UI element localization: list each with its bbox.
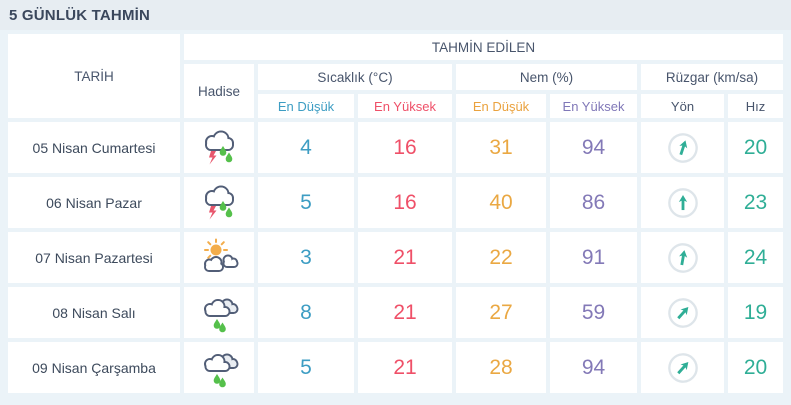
temp-max-value: 16: [358, 177, 452, 228]
condition-cell: [184, 342, 254, 393]
header-temperature: Sıcaklık (°C): [258, 64, 452, 90]
temp-min-value: 8: [258, 287, 354, 338]
date-cell: 07 Nisan Pazartesi: [8, 232, 180, 283]
wind-speed-value: 24: [728, 232, 783, 283]
partly-cloudy-icon: [196, 238, 242, 278]
date-cell: 08 Nisan Salı: [8, 287, 180, 338]
temp-max-value: 21: [358, 342, 452, 393]
hum-max-value: 59: [550, 287, 637, 338]
hum-min-value: 31: [456, 122, 546, 173]
condition-cell: [184, 287, 254, 338]
wind-dir-cell: [641, 177, 724, 228]
title-bar: 5 GÜNLÜK TAHMİN: [0, 0, 791, 30]
wind-speed-value: 23: [728, 177, 783, 228]
hum-min-value: 27: [456, 287, 546, 338]
wind-dir-cell: [641, 287, 724, 338]
wind-dir-cell: [641, 342, 724, 393]
page-title: 5 GÜNLÜK TAHMİN: [9, 6, 151, 24]
date-cell: 09 Nisan Çarşamba: [8, 342, 180, 393]
condition-cell: [184, 177, 254, 228]
hum-min-value: 28: [456, 342, 546, 393]
header-wind-dir: Yön: [641, 94, 724, 118]
header-humidity: Nem (%): [456, 64, 637, 90]
wind-speed-value: 20: [728, 122, 783, 173]
wind-direction-icon: [660, 345, 705, 390]
wind-dir-cell: [641, 232, 724, 283]
wind-direction-icon: [664, 239, 701, 276]
hum-max-value: 86: [550, 177, 637, 228]
wind-speed-value: 19: [728, 287, 783, 338]
temp-min-value: 5: [258, 177, 354, 228]
header-predicted: TAHMİN EDİLEN: [184, 34, 783, 60]
hum-max-value: 94: [550, 342, 637, 393]
wind-dir-cell: [641, 122, 724, 173]
header-hum-min: En Düşük: [456, 94, 546, 118]
date-cell: 05 Nisan Cumartesi: [8, 122, 180, 173]
wind-speed-value: 20: [728, 342, 783, 393]
temp-min-value: 5: [258, 342, 354, 393]
header-condition: Hadise: [184, 64, 254, 118]
hum-max-value: 94: [550, 122, 637, 173]
header-temp-min: En Düşük: [258, 94, 354, 118]
wind-direction-icon: [667, 187, 699, 219]
header-wind-speed: Hız: [728, 94, 783, 118]
page: 5 GÜNLÜK TAHMİN TARİH TAHMİN EDİLEN Hadi…: [0, 0, 791, 393]
hum-min-value: 22: [456, 232, 546, 283]
hum-min-value: 40: [456, 177, 546, 228]
rainy-icon: [196, 293, 242, 333]
thunderstorm-icon: [196, 128, 242, 168]
temp-min-value: 3: [258, 232, 354, 283]
temp-max-value: 16: [358, 122, 452, 173]
condition-cell: [184, 122, 254, 173]
wind-direction-icon: [660, 290, 705, 335]
header-wind: Rüzgar (km/sa): [641, 64, 783, 90]
date-cell: 06 Nisan Pazar: [8, 177, 180, 228]
condition-cell: [184, 232, 254, 283]
temp-min-value: 4: [258, 122, 354, 173]
forecast-table: TARİH TAHMİN EDİLEN Hadise Sıcaklık (°C)…: [0, 30, 791, 393]
temp-max-value: 21: [358, 232, 452, 283]
temp-max-value: 21: [358, 287, 452, 338]
thunderstorm-icon: [196, 183, 242, 223]
header-hum-max: En Yüksek: [550, 94, 637, 118]
rainy-icon: [196, 348, 242, 388]
wind-direction-icon: [662, 127, 702, 167]
header-date: TARİH: [8, 34, 180, 118]
hum-max-value: 91: [550, 232, 637, 283]
header-temp-max: En Yüksek: [358, 94, 452, 118]
